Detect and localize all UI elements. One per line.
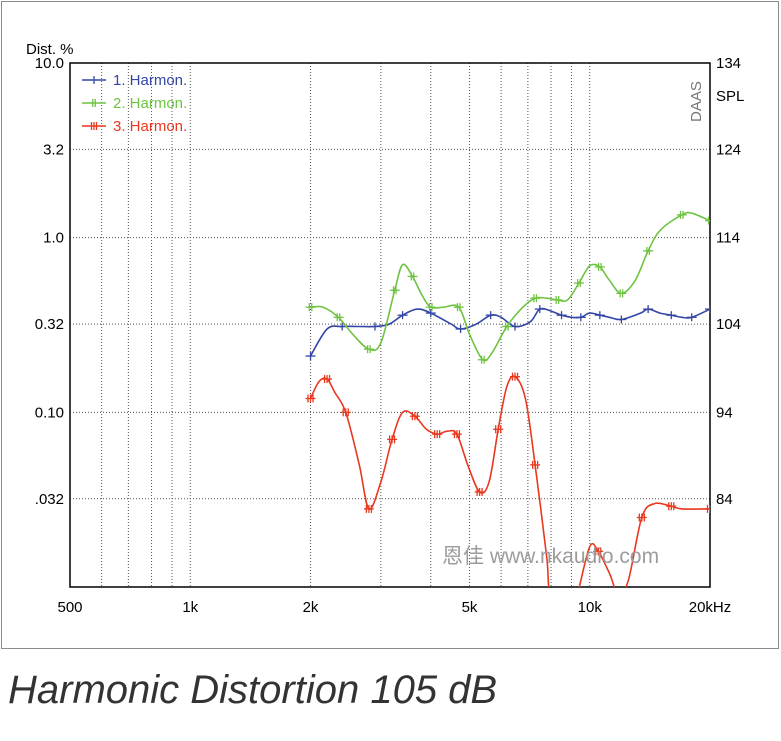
series-1-marker	[425, 309, 436, 318]
grid	[70, 63, 710, 587]
series-1-marker	[575, 313, 586, 322]
y-tick-label: 10.0	[35, 55, 64, 72]
x-tick-label: 500	[57, 599, 82, 616]
series-3-marker	[705, 504, 710, 513]
legend-item-2: 2. Harmon.	[82, 95, 187, 112]
series-3-marker	[510, 372, 521, 381]
x-tick-label: 5k	[462, 599, 478, 616]
series-3-marker	[474, 487, 485, 496]
series-1-marker	[686, 313, 697, 322]
series-2-marker	[643, 246, 654, 255]
legend-label: 1. Harmon.	[113, 72, 187, 89]
x-tick-label: 1k	[182, 599, 198, 616]
series-3-marker	[546, 591, 556, 599]
watermark: 恩佳 www.nkaudio.com	[442, 545, 659, 568]
x-tick-label: 2k	[303, 599, 319, 616]
series-3-marker	[493, 425, 504, 434]
y-tick-label: 0.10	[35, 404, 64, 421]
legend-item-1: 1. Harmon.	[82, 72, 187, 89]
series-3-marker	[636, 513, 647, 522]
series-2-marker	[407, 272, 418, 281]
x-tick-label: 20kHz	[689, 599, 732, 616]
series-2-marker	[574, 279, 585, 288]
y2-tick-label: 104	[716, 316, 741, 333]
series-2-marker	[453, 303, 464, 312]
series-3-marker	[593, 547, 604, 556]
series-3-marker	[322, 375, 333, 384]
legend-item-3: 3. Harmon.	[82, 118, 187, 135]
plot-border	[69, 62, 711, 588]
legend-label: 2. Harmon.	[113, 95, 187, 112]
series-2-marker	[363, 345, 374, 354]
series-1-marker	[369, 322, 380, 331]
series-3-marker	[387, 435, 398, 444]
series-2-marker	[333, 313, 344, 322]
series-2-marker	[676, 210, 687, 219]
legend: 1. Harmon. 2. Harmon. 3. Harmon.	[82, 72, 187, 135]
series-3-marker	[432, 430, 443, 439]
series-3-marker	[363, 504, 374, 513]
series-2-marker	[530, 294, 541, 303]
series-3-marker	[451, 430, 462, 439]
figure-caption: Harmonic Distortion 105 dB	[8, 668, 498, 712]
series-line-3	[309, 375, 710, 587]
y-tick-label: .032	[35, 491, 64, 508]
brand-logo: DAAS	[688, 81, 705, 122]
y-tick-label: 3.2	[43, 141, 64, 158]
series-1-marker	[534, 305, 545, 314]
series-2-marker	[501, 322, 512, 331]
series-3-marker	[340, 408, 351, 417]
series-2-marker	[477, 355, 488, 364]
series-layer	[305, 210, 710, 599]
series-3-marker	[572, 591, 582, 599]
y2-tick-label: 84	[716, 491, 733, 508]
series-1-marker	[455, 324, 466, 333]
y-tick-label: 0.32	[35, 316, 64, 333]
series-2-marker	[425, 303, 436, 312]
series-3-marker	[613, 591, 623, 599]
series-1-marker	[305, 352, 316, 361]
y-tick-label: 1.0	[43, 230, 64, 247]
series-2-marker	[389, 286, 400, 295]
series-2-marker	[616, 289, 627, 298]
y2-axis-label: SPL	[716, 88, 744, 105]
y-axis-label: Dist. %	[26, 41, 74, 58]
x-tick-label: 10k	[578, 599, 603, 616]
series-2-marker	[305, 303, 316, 312]
series-2-marker	[594, 262, 605, 271]
series-1-marker	[485, 311, 496, 320]
y2-tick-label: 124	[716, 141, 741, 158]
series-3-marker	[305, 394, 316, 403]
y2-tick-label: 114	[716, 230, 740, 247]
series-3-marker	[409, 412, 420, 421]
chart-frame: 500 1k 2k 5k 10k 20kHz 10.0 134 3.2 124 1.0 114 0.32…	[1, 1, 779, 712]
series-3-marker	[666, 502, 677, 511]
series-2-marker	[552, 295, 563, 304]
y2-tick-label: 94	[716, 404, 733, 421]
series-3-marker	[530, 460, 541, 469]
series-1-marker	[556, 311, 567, 320]
series-1-marker	[616, 315, 627, 324]
series-1-marker	[397, 311, 408, 320]
series-1-marker	[594, 311, 605, 320]
series-2-marker	[705, 216, 710, 225]
series-1-marker	[705, 305, 710, 314]
tick-labels: 500 1k 2k 5k 10k 20kHz 10.0 134 3.2 124 1.0 114 0.32…	[35, 55, 741, 616]
series-1-marker	[666, 311, 677, 320]
series-line-2	[310, 211, 710, 362]
series-1-marker	[643, 305, 654, 314]
harmonic-distortion-chart: 500 1k 2k 5k 10k 20kHz 10.0 134 3.2 124 1.0 114 0.32…	[26, 41, 744, 616]
legend-label: 3. Harmon.	[113, 118, 187, 135]
y2-tick-label: 134	[716, 55, 741, 72]
